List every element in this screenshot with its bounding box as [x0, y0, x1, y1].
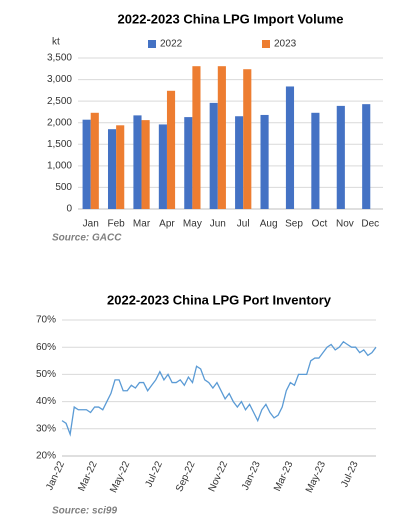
bar [336, 105, 345, 209]
bar [133, 115, 142, 209]
x-tick-label: Sep-22 [174, 459, 198, 493]
bar [209, 102, 218, 209]
bar [116, 125, 125, 209]
x-tick-label: Jan [83, 219, 99, 230]
bar [166, 90, 176, 209]
y-tick-label: 2,000 [47, 117, 72, 128]
x-tick-label: May [183, 219, 202, 230]
y-tick-label: 2,500 [47, 96, 72, 107]
bar [260, 114, 269, 209]
chart-title: 2022-2023 China LPG Import Volume [118, 11, 344, 26]
source: Source: GACC [52, 233, 122, 244]
y-tick-label: 30% [36, 423, 56, 434]
bar [141, 120, 150, 209]
bar [158, 124, 167, 209]
bar [192, 66, 201, 209]
x-tick-label: May-23 [304, 459, 328, 494]
x-tick-label: Mar-23 [272, 459, 296, 493]
x-tick-label: Mar-22 [76, 459, 100, 493]
y-axis-label: kt [52, 37, 60, 48]
y-tick-label: 3,000 [47, 74, 72, 85]
y-tick-label: 500 [55, 182, 72, 193]
bar [90, 112, 99, 209]
legend-swatch [262, 40, 270, 48]
y-tick-label: 50% [36, 369, 56, 380]
y-tick-label: 60% [36, 342, 56, 353]
x-tick-label: Jul-23 [339, 459, 361, 489]
bar [243, 69, 252, 210]
x-tick-label: Jan-22 [44, 459, 67, 492]
x-tick-label: Nov-22 [207, 459, 231, 493]
y-tick-label: 3,500 [47, 53, 72, 64]
bar [311, 112, 320, 209]
bar [82, 119, 91, 209]
bar [217, 66, 226, 209]
source: Source: sci99 [52, 506, 117, 517]
x-tick-label: Jan-23 [240, 459, 263, 492]
x-tick-label: Feb [108, 219, 126, 230]
x-tick-label: Apr [159, 219, 175, 230]
x-tick-label: Mar [133, 219, 151, 230]
y-tick-label: 1,000 [47, 160, 72, 171]
legend-swatch [148, 40, 156, 48]
legend-label: 2022 [160, 39, 183, 50]
y-tick-label: 0 [66, 204, 72, 215]
x-tick-label: May-22 [108, 459, 132, 494]
chart-title: 2022-2023 China LPG Port Inventory [107, 292, 332, 307]
y-tick-label: 20% [36, 451, 56, 462]
x-tick-label: Sep [285, 219, 303, 230]
line [61, 340, 377, 437]
y-tick-label: 70% [36, 315, 56, 326]
bar [362, 104, 371, 209]
legend-label: 2023 [274, 39, 297, 50]
bar [184, 117, 193, 209]
bar [285, 86, 295, 209]
x-tick-label: Oct [312, 219, 328, 230]
x-tick-label: Aug [260, 219, 278, 230]
x-tick-label: Nov [336, 219, 354, 230]
y-tick-label: 40% [36, 396, 56, 407]
bar [235, 116, 244, 209]
x-tick-label: Jun [210, 219, 226, 230]
y-tick-label: 1,500 [47, 139, 72, 150]
bar [107, 129, 117, 209]
x-tick-label: Dec [361, 219, 379, 230]
x-tick-label: Jul [237, 219, 250, 230]
x-tick-label: Jul-22 [143, 459, 165, 489]
